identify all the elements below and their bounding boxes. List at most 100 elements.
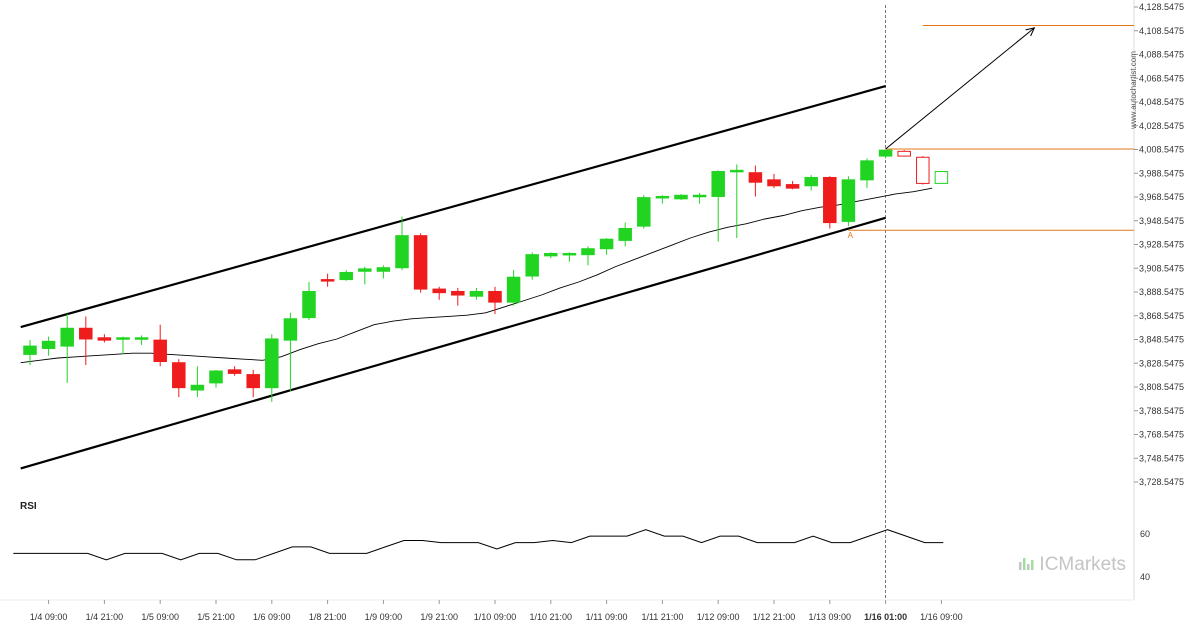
candle-body (172, 362, 186, 389)
candle-body (878, 149, 893, 157)
y-tick-label: 4,048.5475 (1139, 97, 1184, 107)
candle (190, 366, 205, 398)
y-tick-label: 4,028.5475 (1139, 121, 1184, 131)
candle (116, 336, 130, 355)
candle (451, 287, 465, 306)
price-channel (20, 84, 886, 470)
x-tick-label: 1/6 09:00 (253, 612, 291, 622)
watermark-group: www.autochartist.com (1129, 51, 1138, 130)
brand-logo-bar (1031, 560, 1034, 570)
candle-body (116, 337, 130, 340)
candle-body (79, 327, 93, 340)
candle-body (785, 184, 800, 189)
y-tick-label: 4,108.5475 (1139, 26, 1184, 36)
watermark-text: www.autochartist.com (1129, 51, 1138, 130)
x-tick-label: 1/11 09:00 (586, 612, 628, 622)
rsi-tick-label: 40 (1140, 572, 1150, 582)
y-tick-label: 3,948.5475 (1139, 216, 1184, 226)
y-tick-label: 3,748.5475 (1139, 453, 1184, 463)
y-tick-label: 3,988.5475 (1139, 168, 1184, 178)
candle-body (581, 248, 595, 256)
candle (581, 246, 595, 266)
candle-body (246, 374, 260, 389)
x-tick-label: 1/13 09:00 (809, 612, 852, 622)
brand-logo-bar (1027, 564, 1030, 570)
candle (674, 194, 688, 201)
candle-body (599, 238, 614, 250)
candle (599, 238, 614, 255)
candle (97, 334, 112, 343)
y-tick-label: 3,828.5475 (1139, 358, 1184, 368)
price-axis: 4,128.5475 4,108.5475 4,088.5475 4,068.5475… (1134, 2, 1184, 487)
x-tick-label: 1/16 01:00 (864, 612, 907, 622)
x-tick-label: 1/9 09:00 (365, 612, 403, 622)
candle-body (451, 290, 465, 296)
projection-arrow-line (885, 27, 1035, 150)
y-tick-label: 4,128.5475 (1139, 2, 1184, 12)
candle-body (916, 156, 930, 184)
projection-arrow-head (1025, 27, 1036, 37)
y-tick-label: 3,908.5475 (1139, 263, 1184, 273)
candle-body (320, 279, 335, 282)
candle-body (730, 169, 744, 173)
candle-body (711, 171, 725, 197)
candle-body (265, 338, 279, 389)
candle (506, 270, 521, 306)
candle-body (692, 194, 707, 198)
y-tick-label: 3,928.5475 (1139, 240, 1184, 250)
candle-body (227, 369, 242, 374)
candle-body (302, 290, 316, 319)
rsi-panel: RSI 60 40 (13, 501, 1150, 582)
y-tick-label: 3,868.5475 (1139, 311, 1184, 321)
event-marker-label: A (848, 231, 854, 240)
candle (265, 334, 279, 402)
rsi-tick-label: 60 (1140, 529, 1150, 539)
candle (172, 359, 186, 398)
candle-body (395, 235, 409, 269)
candle (655, 195, 670, 204)
y-tick-label: 3,888.5475 (1139, 287, 1184, 297)
candle-body (841, 179, 856, 222)
candle (916, 156, 930, 185)
candle (897, 150, 911, 157)
candle (562, 252, 577, 262)
candle-body (283, 318, 298, 341)
candle (785, 181, 800, 190)
candle (227, 366, 242, 376)
candle (134, 335, 149, 345)
candle (860, 158, 874, 189)
candle-body (562, 252, 577, 256)
candle (246, 369, 260, 398)
candle (544, 252, 558, 259)
candle-body (897, 150, 911, 157)
candle-body (860, 160, 874, 181)
y-tick-label: 3,768.5475 (1139, 430, 1184, 440)
y-tick-label: 4,088.5475 (1139, 50, 1184, 60)
brand-name: ICMarkets (1039, 554, 1126, 575)
candle-body (134, 337, 149, 340)
candle (748, 165, 763, 197)
candle (320, 273, 335, 287)
channel-lower-line (20, 216, 886, 470)
candle (711, 170, 725, 242)
x-tick-label: 1/16 09:00 (920, 612, 963, 622)
chart-frame (0, 0, 1135, 601)
x-tick-label: 1/5 09:00 (141, 612, 179, 622)
y-tick-label: 3,968.5475 (1139, 192, 1184, 202)
time-axis: 1/4 09:00 1/4 21:00 1/5 09:00 1/5 21:00 1/6 … (30, 600, 963, 622)
moving-average-line (20, 187, 933, 364)
candle (432, 286, 446, 300)
candle-body (153, 339, 167, 363)
candle (79, 316, 93, 366)
rsi-title: RSI (20, 501, 37, 512)
candle-body (823, 176, 837, 224)
candle (358, 266, 372, 285)
x-tick-label: 1/5 21:00 (197, 612, 235, 622)
candle-body (748, 172, 763, 183)
candle (395, 216, 409, 271)
candle-body (506, 276, 521, 303)
candle (488, 286, 502, 315)
x-tick-label: 1/4 09:00 (30, 612, 68, 622)
x-tick-label: 1/8 21:00 (309, 612, 347, 622)
